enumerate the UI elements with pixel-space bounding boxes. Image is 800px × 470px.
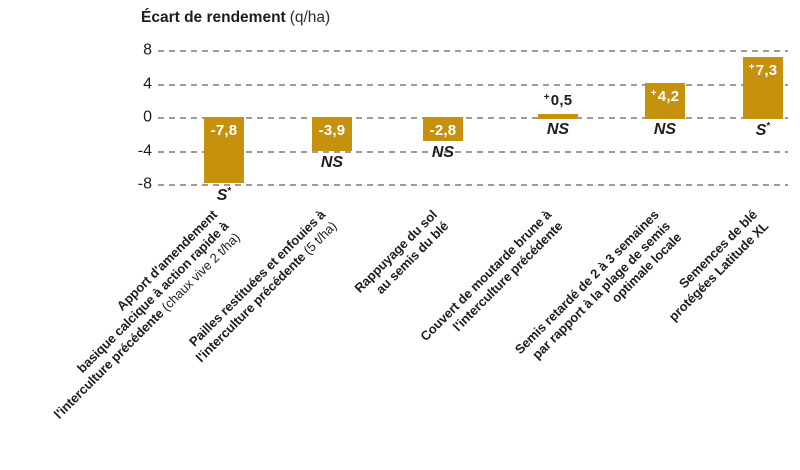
chart-title-text: Écart de rendement <box>141 9 286 26</box>
gridline-0 <box>158 117 788 119</box>
x-category-label-line: Semences de blé <box>654 207 760 313</box>
plus-sign: + <box>543 91 550 103</box>
x-category-label: Semences de blé protégées Latitude XL <box>654 207 772 325</box>
gridline-8 <box>158 50 788 52</box>
significance-label: NS <box>431 144 455 162</box>
chart-title-unit-label: (q/ha) <box>289 9 331 26</box>
asterisk: * <box>766 121 771 132</box>
y-tick-label: 8 <box>143 41 152 59</box>
bar-value-label: +4,2 <box>650 87 680 105</box>
y-tick-label: 0 <box>143 108 152 126</box>
label-segment-bold: protégées Latitude XL <box>665 218 771 324</box>
bar-value-label: -7,8 <box>210 122 238 139</box>
asterisk: * <box>227 186 232 198</box>
plus-sign: + <box>650 87 657 99</box>
bar-value-label: -2,8 <box>429 122 457 139</box>
significance-label: NS <box>653 121 677 138</box>
significance-label: S* <box>216 186 232 205</box>
x-category-label-line: Apport d'amendement <box>29 207 222 400</box>
significance-label: NS <box>546 121 570 138</box>
significance-label: S* <box>755 121 771 139</box>
gridline--4 <box>158 150 788 153</box>
bar <box>312 117 352 151</box>
bar <box>743 56 783 119</box>
bar-value-label: +7,3 <box>748 61 778 79</box>
bar <box>423 117 463 142</box>
bar-value-label: -3,9 <box>318 122 346 139</box>
gridline-4 <box>158 83 788 86</box>
bar <box>204 117 244 184</box>
x-category-label: Rappuyage du sol au semis du blé <box>351 207 452 308</box>
y-tick-label: -4 <box>137 142 152 160</box>
bar-value-label: +0,5 <box>543 91 573 109</box>
chart-title: Écart de rendement (q/ha) <box>141 9 330 27</box>
gridline--8 <box>158 184 788 186</box>
bar <box>538 113 578 119</box>
bar <box>645 82 685 119</box>
plus-sign: + <box>748 61 755 73</box>
y-tick-label: -8 <box>137 175 152 193</box>
x-category-label-line: protégées Latitude XL <box>665 218 771 324</box>
x-category-label-line: basique calcique à action rapide à <box>40 218 233 411</box>
significance-label: NS <box>320 153 344 171</box>
y-tick-label: 4 <box>143 75 152 93</box>
